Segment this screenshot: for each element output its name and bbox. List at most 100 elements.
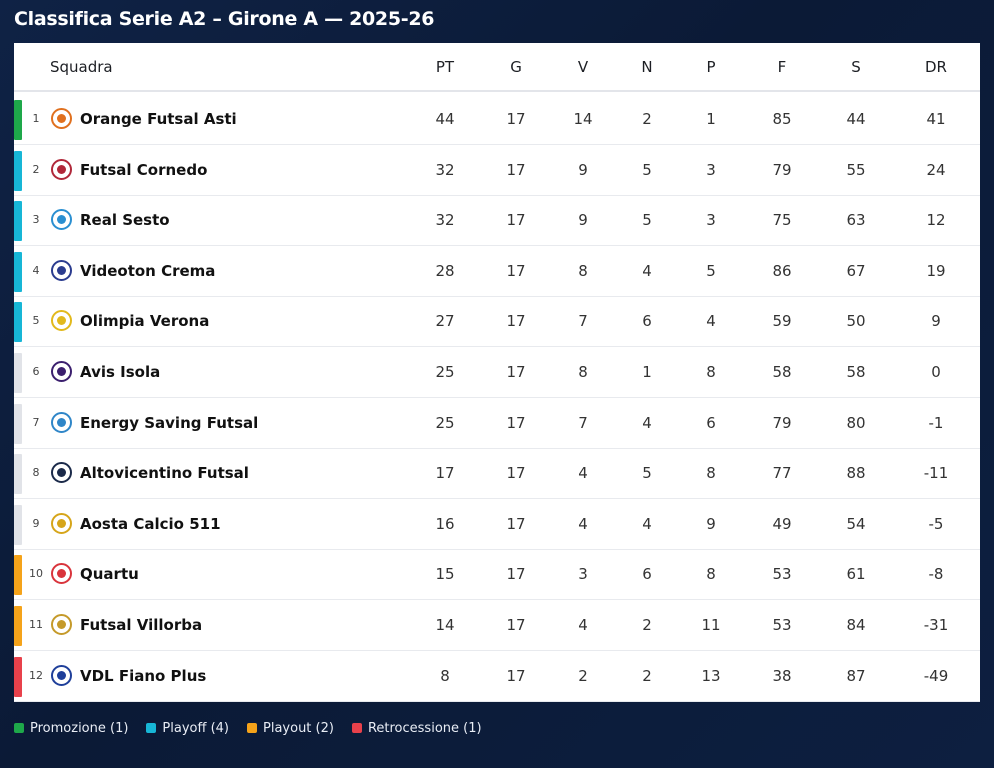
table-row[interactable]: 1 Orange Futsal Asti 44 17 14 2 1 85 44 41 [14, 94, 980, 145]
crest-center-icon [57, 569, 66, 579]
legend-item-promozione: Promozione (1) [14, 721, 128, 736]
legend-label: Playout (2) [263, 720, 334, 736]
table-row[interactable]: 3 Real Sesto 32 17 9 5 3 75 63 12 [14, 195, 980, 247]
team-name[interactable]: Quartu [80, 565, 139, 584]
cell-g: 17 [506, 464, 526, 483]
cell-s: 88 [846, 464, 866, 483]
crest-center-icon [57, 265, 66, 275]
cell-v: 14 [573, 110, 593, 128]
table-row[interactable]: 10 Quartu 15 17 3 6 8 53 61 -8 [14, 549, 980, 601]
cell-s: 50 [846, 312, 866, 331]
table-row[interactable]: 2 Futsal Cornedo 32 17 9 5 3 79 55 24 [14, 145, 980, 196]
cell-dr: 19 [926, 261, 946, 280]
zone-indicator-bar [14, 403, 22, 444]
cell-n: 5 [642, 211, 652, 230]
cell-g: 17 [506, 211, 526, 230]
cell-n: 5 [642, 160, 652, 179]
cell-s: 67 [846, 261, 866, 280]
table-row[interactable]: 4 Videoton Crema 28 17 8 4 5 86 67 19 [14, 246, 980, 297]
position-number: 3 [32, 213, 40, 227]
cell-n: 4 [642, 261, 652, 280]
cell-f: 53 [772, 616, 792, 634]
cell-pt: 14 [435, 616, 455, 634]
cell-p: 8 [706, 464, 716, 483]
table-row[interactable]: 6 Avis Isola 25 17 8 1 8 58 58 0 [14, 347, 980, 398]
zone-indicator-bar [14, 251, 22, 292]
cell-dr: -31 [923, 616, 949, 634]
table-row[interactable]: 11 Futsal Villorba 14 17 4 2 11 53 84 -31 [14, 600, 980, 651]
team-name[interactable]: Futsal Cornedo [80, 160, 208, 179]
team-name[interactable]: Aosta Calcio 511 [80, 514, 221, 533]
column-header-f[interactable]: F [777, 58, 787, 76]
position-number: 6 [32, 365, 40, 378]
zone-indicator-bar [14, 353, 22, 393]
column-header-s[interactable]: S [851, 58, 861, 76]
cell-dr: 24 [926, 160, 946, 179]
column-header-n[interactable]: N [641, 58, 653, 76]
cell-g: 17 [506, 514, 526, 533]
legend-swatch-icon [351, 723, 362, 733]
position-number: 5 [32, 314, 40, 328]
videoton-crema-crest-icon [51, 259, 72, 281]
crest-center-icon [57, 114, 66, 123]
cell-g: 17 [506, 110, 526, 128]
cell-dr: -49 [923, 666, 949, 685]
futsal-villorba-crest-icon [51, 614, 72, 635]
cell-p: 1 [706, 110, 716, 128]
cell-p: 9 [706, 514, 716, 533]
crest-center-icon [57, 215, 66, 225]
quartu-crest-icon [51, 563, 72, 585]
cell-dr: -11 [923, 464, 949, 483]
team-name[interactable]: Olimpia Verona [80, 312, 210, 331]
team-name[interactable]: Orange Futsal Asti [80, 110, 237, 128]
cell-f: 86 [772, 261, 792, 280]
team-name[interactable]: Real Sesto [80, 211, 170, 230]
team-name[interactable]: Altovicentino Futsal [80, 464, 249, 483]
cell-f: 79 [772, 160, 792, 179]
column-header-p[interactable]: P [706, 58, 716, 76]
table-row[interactable]: 5 Olimpia Verona 27 17 7 6 4 59 50 9 [14, 296, 980, 348]
column-header-team[interactable]: Squadra [50, 58, 113, 76]
cell-pt: 15 [435, 565, 455, 584]
table-row[interactable]: 7 Energy Saving Futsal 25 17 7 4 6 79 80 -1 [14, 398, 980, 449]
table-row[interactable]: 9 Aosta Calcio 511 16 17 4 4 9 49 54 -5 [14, 499, 980, 550]
cell-n: 6 [642, 565, 652, 584]
column-header-v[interactable]: V [577, 58, 589, 76]
cell-pt: 44 [435, 110, 455, 128]
cell-v: 4 [578, 616, 588, 634]
position-number: 10 [29, 567, 43, 581]
cell-g: 17 [506, 261, 526, 280]
cell-g: 17 [506, 565, 526, 584]
cell-g: 17 [506, 616, 526, 634]
table-row[interactable]: 8 Altovicentino Futsal 17 17 4 5 8 77 88 -11 [14, 448, 980, 500]
team-name[interactable]: Videoton Crema [80, 261, 216, 280]
crest-center-icon [57, 670, 66, 680]
team-name[interactable]: VDL Fiano Plus [80, 666, 207, 685]
zone-indicator-bar [14, 150, 22, 191]
team-name[interactable]: Energy Saving Futsal [80, 413, 259, 432]
cell-pt: 8 [440, 666, 450, 685]
cell-s: 54 [846, 514, 866, 533]
team-name[interactable]: Futsal Villorba [80, 616, 203, 634]
cell-p: 5 [706, 261, 716, 280]
table-row[interactable]: 12 VDL Fiano Plus 8 17 2 2 13 38 87 -49 [14, 651, 980, 702]
standings-table: Squadra PT G V N P F S DR 1 Orange Futsal… [14, 43, 980, 702]
cell-dr: 41 [926, 110, 946, 128]
column-header-g[interactable]: G [510, 58, 522, 76]
team-name[interactable]: Avis Isola [80, 363, 161, 381]
cell-p: 4 [706, 312, 716, 331]
crest-center-icon [57, 417, 66, 427]
cell-n: 6 [642, 312, 652, 331]
cell-v: 4 [578, 464, 588, 483]
real-sesto-crest-icon [51, 209, 72, 231]
column-header-pt[interactable]: PT [435, 58, 455, 76]
cell-s: 63 [846, 211, 866, 230]
zone-legend: Promozione (1) Playoff (4) Playout (2) Retr… [14, 716, 500, 740]
cell-p: 13 [701, 666, 721, 685]
cell-v: 9 [578, 211, 588, 230]
cell-pt: 28 [435, 261, 455, 280]
cell-f: 53 [772, 565, 792, 584]
column-header-dr[interactable]: DR [925, 58, 947, 76]
legend-item-playoff: Playoff (4) [146, 721, 229, 736]
cell-n: 4 [642, 514, 652, 533]
